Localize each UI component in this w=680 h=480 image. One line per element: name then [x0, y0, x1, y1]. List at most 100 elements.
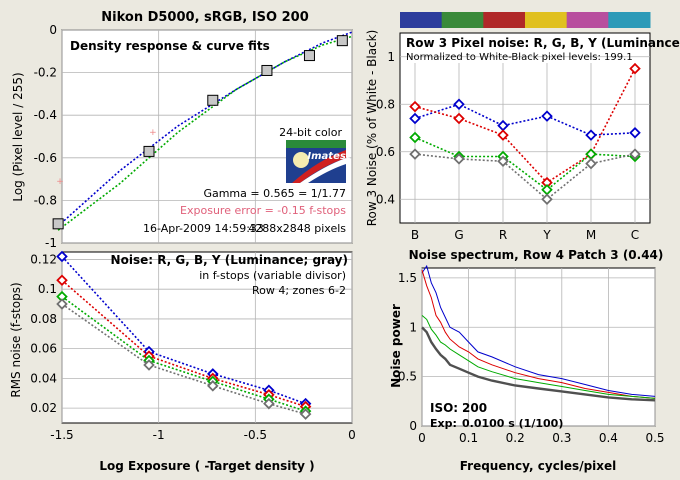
- row3-point-gray: [409, 148, 421, 160]
- density-markers: ++: [52, 35, 348, 230]
- spectrum-series: [421, 264, 656, 402]
- density-y-tick-label: -0.6: [34, 151, 57, 165]
- noise-point-blue: [56, 250, 68, 263]
- noise-x-label: Log Exposure ( -Target density ): [99, 459, 314, 473]
- density-measured-point: [303, 50, 315, 62]
- row3-x-tick-label: C: [631, 228, 639, 242]
- iso-value: 200: [462, 401, 487, 415]
- row3-x-tick-label: M: [586, 228, 596, 242]
- noise-x-tick-label: 0: [348, 428, 356, 442]
- noise-point-gray: [299, 408, 312, 420]
- noise-x-tick-label: -1.5: [50, 428, 73, 442]
- noise-x-ticks: -1.5 -1 -0.5 0: [50, 428, 356, 442]
- noise-x-tick-label: -1: [153, 428, 165, 442]
- row3-x-tick-label: G: [454, 228, 463, 242]
- noise-point-gray: [56, 298, 68, 310]
- density-y-label: Log (Pixel level / 255): [11, 72, 25, 201]
- noise-note-divisor: in f-stops (variable divisor): [199, 269, 346, 282]
- noise-point-gray: [263, 397, 275, 410]
- row3-plot-area: [399, 32, 651, 224]
- noise-note-zones: Row 4; zones 6-2: [252, 284, 346, 297]
- row3-point-gray: [629, 148, 641, 160]
- noise-panel: Noise: R, G, B, Y (Luminance; gray) in f…: [9, 250, 356, 473]
- spectrum-line-green: [421, 315, 656, 399]
- row3-y-ticks: 1 0.8 0.6 0.4: [376, 50, 395, 207]
- noise-series: [56, 250, 312, 420]
- row3-line-gray: [414, 153, 636, 201]
- spectrum-x-tick-label: 0.5: [645, 431, 664, 445]
- exposure-value: 0.0100 s (1/100): [462, 417, 563, 430]
- row3-panel: Row 3 Pixel noise: R, G, B, Y (Luminance…: [365, 12, 680, 242]
- iso-label: ISO:: [430, 401, 458, 415]
- row3-point-blue: [585, 129, 597, 141]
- row3-point-gray: [497, 155, 509, 168]
- exposure-error-text: Exposure error = -0.15 f-stops: [180, 204, 346, 217]
- noise-point-gray: [207, 380, 219, 392]
- logo-caption: 24-bit color: [279, 126, 342, 139]
- density-fit-green: [57, 35, 353, 231]
- density-measured-point: [207, 94, 219, 106]
- gamma-text: Gamma = 0.565 = 1/1.77: [203, 187, 346, 200]
- row3-point-gray: [585, 157, 597, 170]
- noise-point-red: [56, 274, 68, 287]
- row3-point-blue: [409, 112, 421, 125]
- page-title: Nikon D5000, sRGB, ISO 200: [101, 10, 309, 25]
- row3-title: Row 3 Pixel noise: R, G, B, Y (Luminance…: [406, 36, 680, 50]
- color-swatch: [608, 12, 651, 28]
- noise-y-tick-label: 0.02: [30, 401, 57, 415]
- spectrum-y-tick-label: 1.5: [398, 271, 417, 285]
- date-text: 16-Apr-2009 14:59:33: [143, 222, 264, 235]
- density-fit-blue: [57, 31, 353, 227]
- noise-x-tick-label: -0.5: [244, 428, 267, 442]
- row3-x-tick-label: Y: [542, 228, 551, 242]
- density-measured-point: [261, 64, 273, 76]
- pixels-text: 4288x2848 pixels: [248, 222, 346, 235]
- row3-line-red: [414, 68, 636, 184]
- spectrum-title: Noise spectrum, Row 4 Patch 3 (0.44): [409, 248, 664, 262]
- color-swatch: [400, 12, 443, 28]
- row3-point-green: [409, 131, 421, 144]
- color-swatch-strip: [400, 12, 651, 28]
- color-swatch: [566, 12, 609, 28]
- spectrum-y-tick-label: 0.5: [398, 370, 417, 384]
- row3-point-blue: [453, 98, 465, 111]
- row3-point-red: [497, 129, 509, 141]
- row3-y-tick-label: 0.4: [376, 192, 395, 206]
- spectrum-x-tick-label: 0.1: [459, 431, 478, 445]
- density-grid: [61, 29, 353, 244]
- noise-y-tick-label: 0.06: [30, 342, 57, 356]
- row3-point-red: [629, 62, 641, 75]
- row3-series: [409, 62, 641, 206]
- color-swatch: [441, 12, 484, 28]
- noise-y-tick-label: 0.1: [38, 282, 57, 296]
- spectrum-x-tick-label: 0: [418, 431, 426, 445]
- density-plot-area: [61, 29, 353, 244]
- density-y-tick-label: -0.2: [34, 66, 57, 80]
- noise-title: Noise: R, G, B, Y (Luminance; gray): [111, 253, 348, 267]
- density-outlier-point: +: [56, 177, 64, 187]
- density-y-tick-label: -1: [45, 236, 57, 250]
- row3-subtitle: Normalized to White-Black pixel levels: …: [406, 52, 633, 63]
- spectrum-x-tick-label: 0.2: [506, 431, 525, 445]
- row3-x-tick-label: R: [499, 228, 507, 242]
- spectrum-x-label: Frequency, cycles/pixel: [460, 459, 617, 473]
- spectrum-y-label: Noise power: [389, 304, 403, 388]
- spectrum-y-tick-label: 1: [409, 320, 417, 334]
- row3-y-tick-label: 1: [387, 50, 395, 64]
- noise-y-tick-label: 0.04: [30, 371, 57, 385]
- density-measured-point: [52, 218, 64, 230]
- density-title: Density response & curve fits: [70, 39, 270, 53]
- noise-point-gray: [143, 359, 155, 371]
- row3-y-tick-label: 0.6: [376, 145, 395, 159]
- spectrum-line-gray: [421, 326, 656, 402]
- density-y-ticks: 0 -0.2 -0.4 -0.6 -0.8 -1: [34, 23, 57, 250]
- row3-line-blue: [414, 103, 636, 136]
- spectrum-x-tick-label: 0.3: [552, 431, 571, 445]
- noise-y-tick-label: 0.12: [30, 252, 57, 266]
- noise-y-ticks: 0.12 0.1 0.08 0.06 0.04 0.02: [30, 252, 57, 415]
- density-measured-point: [336, 35, 348, 47]
- row3-point-blue: [541, 110, 553, 122]
- row3-point-blue: [629, 126, 641, 139]
- density-y-tick-label: 0: [49, 23, 57, 37]
